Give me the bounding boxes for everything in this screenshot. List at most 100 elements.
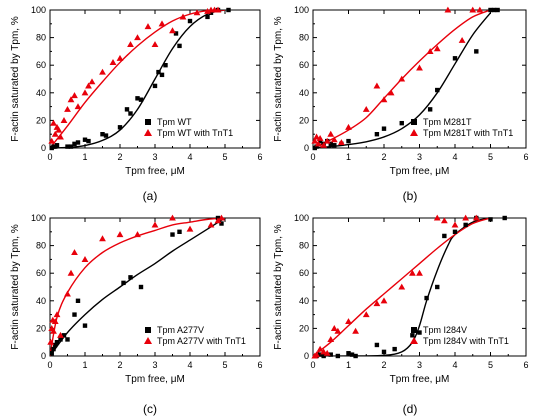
data-point-square xyxy=(51,346,56,352)
panel-label: (c) xyxy=(143,402,157,416)
data-point-square xyxy=(121,280,126,286)
data-point-triangle xyxy=(327,336,335,342)
legend-label: Tpm M281T xyxy=(423,117,472,127)
legend-label: Tpm A277V with TnT1 xyxy=(157,336,246,346)
data-point-triangle xyxy=(134,34,141,41)
y-tick-label: 40 xyxy=(36,88,46,98)
data-point-square xyxy=(82,323,88,328)
data-point-triangle xyxy=(47,338,55,345)
data-point-square xyxy=(399,120,404,126)
y-tick-label: 100 xyxy=(31,5,46,15)
panel-label: (d) xyxy=(403,402,418,416)
x-tick-label: 0 xyxy=(47,152,52,162)
x-tick-label: 2 xyxy=(381,360,386,370)
data-point-triangle xyxy=(57,133,64,140)
data-point-square xyxy=(61,333,67,338)
data-point-square xyxy=(226,7,231,13)
data-point-square xyxy=(219,221,224,226)
data-point-triangle xyxy=(416,64,423,71)
legend-triangle-marker xyxy=(410,129,418,136)
x-tick-label: 6 xyxy=(257,152,262,162)
data-point-triangle xyxy=(186,225,194,232)
data-point-triangle xyxy=(476,6,484,13)
data-point-triangle xyxy=(64,105,71,112)
data-point-triangle xyxy=(144,23,152,30)
data-point-square xyxy=(452,229,458,234)
legend-label: Tpm M281T with TnT1 xyxy=(423,128,513,138)
y-tick-label: 0 xyxy=(41,143,46,153)
data-point-triangle xyxy=(214,217,222,224)
data-point-triangle xyxy=(409,269,416,276)
x-tick-label: 3 xyxy=(152,360,157,370)
y-tick-label: 20 xyxy=(36,115,46,125)
data-point-square xyxy=(488,7,493,13)
data-point-triangle xyxy=(51,318,59,325)
data-point-triangle xyxy=(218,214,225,221)
data-point-triangle xyxy=(323,349,331,356)
data-point-square xyxy=(53,342,58,348)
data-point-square xyxy=(54,143,60,148)
data-point-triangle xyxy=(416,269,423,276)
data-point-triangle xyxy=(57,331,64,338)
data-point-square xyxy=(159,72,165,78)
data-point-square xyxy=(427,107,433,112)
data-point-triangle xyxy=(169,27,176,34)
y-axis-title: F-actin saturated by Tpm, % xyxy=(273,16,284,142)
data-point-triangle xyxy=(71,249,78,256)
data-point-triangle xyxy=(116,54,124,61)
data-point-square xyxy=(128,275,133,280)
data-point-square xyxy=(58,337,63,342)
data-point-square xyxy=(381,349,387,355)
data-point-square xyxy=(442,233,447,239)
data-point-square xyxy=(173,31,179,36)
data-point-square xyxy=(65,144,70,149)
data-point-square xyxy=(82,137,88,142)
data-point-square xyxy=(138,284,144,290)
data-point-triangle xyxy=(387,89,395,96)
y-tick-label: 0 xyxy=(304,143,309,153)
fit-line xyxy=(50,10,226,148)
data-point-square xyxy=(349,352,355,357)
data-point-triangle xyxy=(458,36,466,43)
data-point-square xyxy=(317,352,323,357)
data-point-triangle xyxy=(151,41,159,48)
x-tick-label: 2 xyxy=(117,152,122,162)
data-point-triangle xyxy=(373,82,381,89)
data-point-triangle xyxy=(67,96,75,103)
x-tick-label: 1 xyxy=(346,360,351,370)
data-point-square xyxy=(353,353,358,359)
data-point-triangle xyxy=(99,235,106,242)
data-point-triangle xyxy=(362,311,370,318)
data-point-triangle xyxy=(338,139,345,146)
y-tick-label: 20 xyxy=(36,323,46,333)
data-point-triangle xyxy=(398,283,406,290)
data-point-square xyxy=(170,232,175,237)
data-point-square xyxy=(381,126,387,131)
y-tick-label: 80 xyxy=(36,241,46,251)
data-point-triangle xyxy=(313,133,320,140)
data-point-triangle xyxy=(345,318,352,325)
data-point-square xyxy=(392,346,397,352)
x-tick-label: 1 xyxy=(82,152,87,162)
data-point-triangle xyxy=(316,345,324,352)
y-tick-label: 80 xyxy=(36,33,46,43)
legend-triangle-marker xyxy=(144,337,152,344)
data-point-triangle xyxy=(352,327,359,334)
y-tick-label: 0 xyxy=(41,351,46,361)
x-tick-label: 3 xyxy=(417,152,422,162)
data-point-square xyxy=(452,56,458,61)
fit-line xyxy=(313,218,494,356)
data-point-square xyxy=(205,14,210,20)
data-point-triangle xyxy=(151,221,159,228)
data-point-square xyxy=(435,284,440,290)
data-point-triangle xyxy=(472,214,480,221)
x-tick-label: 4 xyxy=(452,360,457,370)
data-point-triangle xyxy=(99,68,106,75)
data-point-triangle xyxy=(214,6,222,13)
data-point-triangle xyxy=(50,327,57,334)
data-point-triangle xyxy=(134,231,141,238)
x-axis-title: Tpm free, μM xyxy=(390,166,450,177)
